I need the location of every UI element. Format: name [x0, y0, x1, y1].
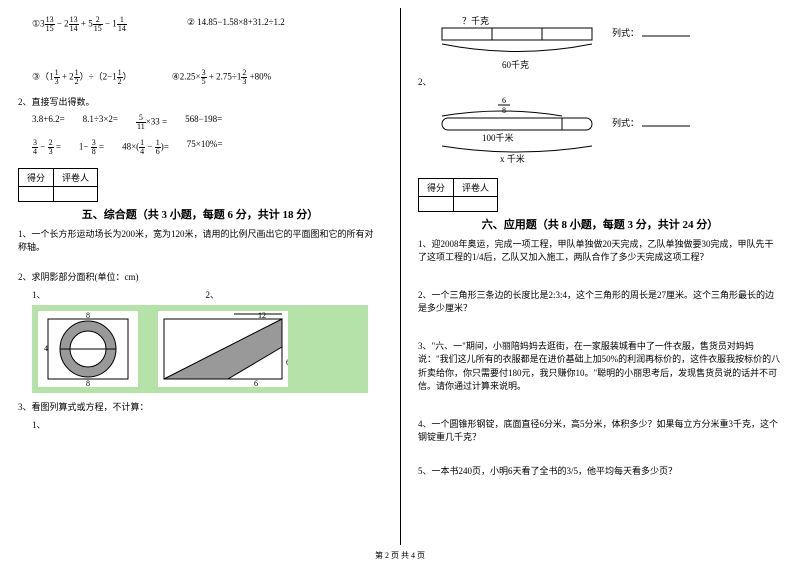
s5q2b: 2、	[206, 288, 220, 301]
s5q2: 2、求阴影部分面积(单位：cm)	[18, 271, 382, 285]
eq2a: ③（113 + 212）÷（2−112）	[32, 69, 132, 86]
svg-text:4: 4	[44, 344, 48, 353]
r1a: 3.8+6.2=	[32, 114, 65, 131]
section-5-title: 五、综合题（共 3 小题，每题 6 分，共计 18 分）	[18, 206, 382, 222]
diagram-1: ？千克 60千克 列式：	[432, 14, 782, 72]
q2-heading: 2、直接写出得数。	[18, 96, 382, 110]
svg-text:8: 8	[86, 311, 90, 320]
s5q2a: 1、	[18, 288, 46, 301]
r1b: 8.1÷3×2=	[83, 114, 118, 131]
diagram-2: 6 8 100千米 x 千米 列式：	[432, 94, 782, 166]
calc-row-2: 34 − 23 = 1− 38 = 48×(14 − 16)= 75×10%=	[32, 139, 382, 156]
svg-text:？千克: ？千克	[462, 16, 489, 26]
r1d: 568−198=	[185, 114, 222, 131]
s6q3: 3、"六、一"期间，小丽陪妈妈去逛街，在一家服装城看中了一件衣服，售货员对妈妈说…	[418, 340, 782, 394]
r2c: 48×(14 − 16)=	[122, 139, 169, 156]
svg-text:100千米: 100千米	[482, 132, 514, 143]
r2d: 75×10%=	[187, 139, 223, 156]
grader-blank-6	[454, 196, 498, 211]
left-column: ①31315 − 21314 + 5215 − 1114 ② 14.85−1.5…	[0, 0, 400, 545]
calc-row-1: 3.8+6.2= 8.1÷3×2= 511×33 = 568−198=	[32, 114, 382, 131]
r1c: 511×33 =	[136, 114, 167, 131]
svg-text:x 千米: x 千米	[500, 153, 525, 164]
score-blank	[19, 186, 54, 201]
svg-text:6: 6	[286, 358, 288, 367]
s5q1: 1、一个长方形运动场长为200米，宽为120米，请用的比例尺画出它的平面图和它的…	[18, 228, 382, 255]
r2a: 34 − 23 =	[32, 139, 61, 156]
grader-label: 评卷人	[54, 168, 98, 186]
equation-line-1: ①31315 − 21314 + 5215 − 1114 ② 14.85−1.5…	[18, 16, 382, 33]
svg-text:60千克: 60千克	[502, 60, 529, 70]
svg-text:8: 8	[502, 106, 506, 115]
s6q4: 4、一个圆锥形钢锭，底面直径6分米，高5分米，体积多少？如果每立方分米重3千克，…	[418, 418, 782, 445]
column-divider	[400, 8, 401, 545]
right-column: ？千克 60千克 列式： 2、 6 8 100千米 x 千米	[400, 0, 800, 545]
s5q3a: 1、	[18, 419, 382, 433]
section-6-title: 六、应用题（共 8 小题，每题 3 分，共计 24 分）	[418, 216, 782, 232]
svg-text:12: 12	[258, 311, 266, 320]
eq2b: ④2.25×35 + 2.75÷123 +80%	[172, 69, 272, 86]
grader-label-6: 评卷人	[454, 178, 498, 196]
svg-text:列式：: 列式：	[612, 27, 639, 38]
s5q2-labels: 1、 2、	[18, 288, 382, 301]
figure-triangle: 12 6 6	[158, 311, 288, 387]
d1-num: 2、	[418, 76, 782, 90]
s6q5: 5、一本书240页，小明6天看了全书的3/5，他平均每天看多少页？	[418, 465, 782, 479]
score-label-6: 得分	[419, 178, 454, 196]
score-table-6: 得分评卷人	[418, 178, 498, 212]
svg-text:列式：: 列式：	[612, 117, 639, 128]
page-footer: 第 2 页 共 4 页	[0, 550, 800, 561]
figure-circle: 8 4 8	[38, 311, 138, 387]
score-table-5: 得分评卷人	[18, 168, 98, 202]
eq1b: ② 14.85−1.58×8+31.2÷1.2	[187, 16, 285, 33]
figures-container: 8 4 8 12 6 6	[32, 305, 368, 393]
svg-text:6: 6	[502, 96, 506, 105]
eq1a: ①31315 − 21314 + 5215 − 1114	[32, 16, 127, 33]
score-blank-6	[419, 196, 454, 211]
s5q3: 3、看图列算式或方程，不计算：	[18, 401, 382, 415]
s6q1: 1、迎2008年奥运，完成一项工程，甲队单独做20天完成，乙队单独做要30完成，…	[418, 238, 782, 265]
grader-blank	[54, 186, 98, 201]
svg-text:8: 8	[86, 379, 90, 387]
svg-text:6: 6	[254, 379, 258, 387]
score-label: 得分	[19, 168, 54, 186]
equation-line-2: ③（113 + 212）÷（2−112） ④2.25×35 + 2.75÷123…	[18, 69, 382, 86]
s6q2: 2、一个三角形三条边的长度比是2:3:4，这个三角形的周长是27厘米。这个三角形…	[418, 289, 782, 316]
r2b: 1− 38 =	[79, 139, 104, 156]
